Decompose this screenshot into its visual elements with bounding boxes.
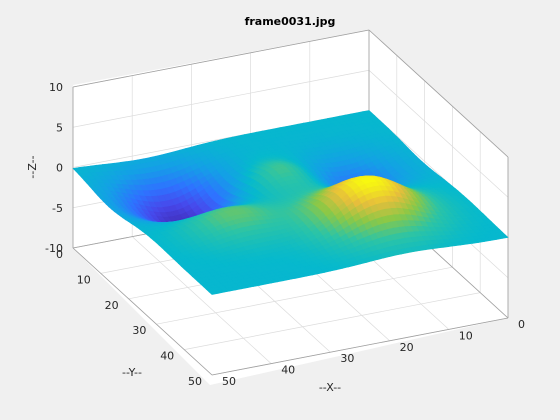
z-tick-label: -5 — [52, 202, 63, 215]
z-tick-label: 0 — [56, 162, 63, 175]
x-tick-label: 50 — [222, 375, 236, 388]
grid-line — [184, 292, 481, 350]
x-axis-label: --X-- — [319, 381, 341, 394]
axis-line-y — [72, 247, 213, 376]
y-tick-label: 30 — [132, 324, 146, 337]
grid-line — [72, 69, 370, 128]
y-tick-label: 50 — [188, 375, 202, 388]
tick-labels: -10 -5 0 5 10 0 10 20 30 40 50 0 10 20 30 40 50 — [45, 81, 525, 388]
axis-line-x — [211, 317, 509, 376]
z-tick-label: 10 — [49, 81, 63, 94]
surface — [72, 110, 509, 295]
grid-line — [368, 69, 509, 198]
surface-patch — [498, 234, 509, 239]
y-tick-label: 20 — [105, 299, 119, 312]
x-tick-label: 30 — [340, 352, 354, 365]
axis-edge — [72, 29, 370, 88]
x-tick-label: 20 — [400, 341, 414, 354]
x-tick-label: 40 — [281, 364, 295, 377]
z-tick-label: -10 — [45, 242, 63, 255]
y-tick-label: 40 — [160, 350, 174, 363]
y-axis-label: --Y-- — [122, 366, 142, 379]
grid-line — [131, 236, 272, 364]
x-tick-label: 10 — [459, 329, 473, 342]
axis-edge — [368, 29, 509, 158]
grid-line — [156, 266, 453, 325]
z-tick-label: 5 — [56, 121, 63, 134]
y-tick-label: 10 — [77, 273, 91, 286]
chart-title: frame0031.jpg — [245, 15, 336, 28]
z-axis-label: --Z-- — [26, 155, 39, 178]
x-tick-label: 0 — [518, 318, 525, 331]
y-tick-label: 0 — [56, 248, 63, 261]
